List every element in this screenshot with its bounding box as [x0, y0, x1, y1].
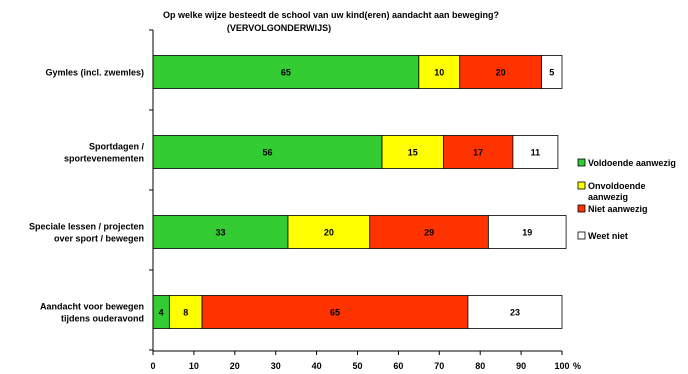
bar-segment: [201, 295, 469, 329]
category-label: over sport / bewegen: [54, 234, 144, 244]
bar-segment: [418, 55, 461, 89]
x-tick-label: 30: [271, 361, 281, 371]
x-tick-label: 80: [475, 361, 485, 371]
category-label: Speciale lessen / projecten: [29, 222, 144, 232]
category-label: sportevenementen: [64, 154, 144, 164]
bar-segment: [287, 215, 371, 249]
data-label: 65: [281, 68, 291, 78]
x-tick-label: 50: [352, 361, 362, 371]
data-label: 23: [510, 308, 520, 318]
bar-segment: [369, 215, 489, 249]
legend-swatch: [577, 181, 586, 190]
x-tick-label: 60: [393, 361, 403, 371]
bar-segment: [512, 135, 559, 169]
legend-label: Weet niet: [588, 231, 628, 241]
legend-label: Niet aanwezig: [588, 204, 648, 214]
legend-label: aanwezig: [588, 192, 628, 202]
data-label: 20: [496, 68, 506, 78]
chart-subtitle: (VERVOLGONDERWIJS): [226, 23, 332, 33]
data-label: 65: [330, 308, 340, 318]
data-label: 5: [549, 68, 554, 78]
data-label: 33: [215, 228, 225, 238]
category-label: Gymles (incl. zwemles): [45, 68, 144, 78]
data-label: 29: [424, 228, 434, 238]
bar-segment: [467, 295, 563, 329]
legend-swatch: [577, 231, 586, 240]
bar-segment: [152, 55, 420, 89]
data-label: 10: [434, 68, 444, 78]
data-label: 8: [183, 308, 188, 318]
category-label: Sportdagen /: [89, 142, 145, 152]
bar-segment: [541, 55, 563, 89]
x-tick-label: 0: [150, 361, 155, 371]
data-label: 20: [324, 228, 334, 238]
data-label: 17: [473, 148, 483, 158]
bar-segment: [459, 55, 542, 89]
category-label: tijdens ouderavond: [61, 314, 144, 324]
bar-segment: [487, 215, 567, 249]
x-tick-label: 10: [189, 361, 199, 371]
x-tick-label: 20: [230, 361, 240, 371]
bar-segment: [152, 215, 289, 249]
chart-title: Op welke wijze besteedt de school van uw…: [0, 9, 688, 35]
data-label: 19: [522, 228, 532, 238]
bar-segment: [168, 295, 203, 329]
category-label: Aandacht voor bewegen: [40, 302, 144, 312]
legend-label: Onvoldoende: [588, 181, 646, 191]
legend-label: Voldoende aanwezig: [588, 158, 676, 168]
x-axis-unit: %: [573, 361, 581, 371]
x-tick-label: 90: [516, 361, 526, 371]
data-label: 11: [531, 148, 541, 158]
data-label: 15: [408, 148, 418, 158]
x-tick-label: 100: [554, 361, 569, 371]
chart-title-line: Op welke wijze besteedt de school van uw…: [162, 10, 500, 20]
x-tick-label: 40: [312, 361, 322, 371]
legend-swatch: [577, 158, 586, 167]
data-label: 56: [263, 148, 273, 158]
x-tick-label: 70: [434, 361, 444, 371]
legend-swatch: [577, 204, 586, 213]
data-label: 4: [159, 308, 164, 318]
